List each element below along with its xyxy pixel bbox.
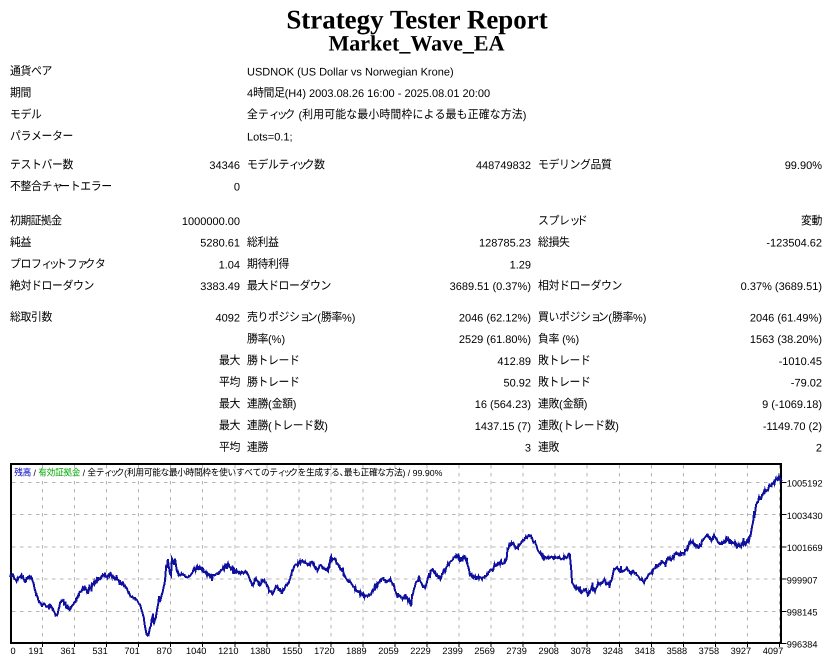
svg-text:): ) (615, 421, 619, 433)
svg-text:998145: 998145 (787, 608, 818, 618)
svg-text:3248: 3248 (603, 646, 623, 656)
svg-text:(: ( (559, 399, 563, 411)
svg-text:999907: 999907 (787, 575, 818, 585)
svg-text:1003430: 1003430 (787, 511, 823, 521)
svg-text:531: 531 (92, 646, 107, 656)
svg-text:128785.23: 128785.23 (479, 238, 531, 250)
svg-text:Lots=0.1;: Lots=0.1; (247, 131, 293, 143)
svg-text:2569: 2569 (474, 646, 494, 656)
svg-text:-1149.70 (2): -1149.70 (2) (763, 421, 822, 433)
svg-text:0: 0 (10, 646, 15, 656)
svg-text:Strategy Tester Report: Strategy Tester Report (286, 4, 547, 34)
svg-text:412.89: 412.89 (497, 356, 531, 368)
svg-text:(: ( (299, 110, 303, 122)
svg-text:3383.49: 3383.49 (200, 281, 240, 293)
svg-text:-123504.62: -123504.62 (766, 238, 822, 250)
svg-text:): ) (293, 399, 297, 411)
svg-text:1563 (38.20%): 1563 (38.20%) (750, 334, 822, 346)
svg-text:996384: 996384 (787, 640, 818, 650)
svg-text:9 (-1069.18): 9 (-1069.18) (762, 399, 822, 411)
svg-text:3689.51 (0.37%): 3689.51 (0.37%) (450, 281, 531, 293)
svg-text:1380: 1380 (250, 646, 270, 656)
svg-text:1.29: 1.29 (510, 259, 531, 271)
svg-text:) / 99.90%: ) / 99.90% (402, 469, 442, 479)
svg-text:0.37% (3689.51): 0.37% (3689.51) (741, 281, 822, 293)
svg-text:1437.15 (7): 1437.15 (7) (475, 421, 531, 433)
svg-text:870: 870 (157, 646, 172, 656)
svg-text:701: 701 (124, 646, 139, 656)
svg-text:4097: 4097 (763, 646, 783, 656)
svg-text:): ) (523, 110, 527, 122)
svg-text:(: ( (124, 469, 127, 479)
svg-text:3: 3 (525, 443, 531, 455)
svg-text:2908: 2908 (538, 646, 558, 656)
svg-text:): ) (324, 421, 328, 433)
svg-text:3078: 3078 (570, 646, 590, 656)
svg-text:99.90%: 99.90% (785, 160, 823, 172)
svg-text:2399: 2399 (442, 646, 462, 656)
svg-text:-1010.45: -1010.45 (779, 356, 822, 368)
svg-text:2229: 2229 (410, 646, 430, 656)
svg-text:2529 (61.80%): 2529 (61.80%) (459, 334, 531, 346)
svg-text:%): %) (342, 312, 355, 324)
svg-text:/: / (83, 469, 86, 479)
svg-text:(: ( (608, 312, 612, 324)
svg-text:448749832: 448749832 (476, 160, 531, 172)
svg-text:1000000.00: 1000000.00 (182, 216, 240, 228)
svg-text:50.92: 50.92 (503, 377, 531, 389)
svg-text:1720: 1720 (314, 646, 334, 656)
svg-text:1210: 1210 (218, 646, 238, 656)
svg-text:2: 2 (816, 443, 822, 455)
svg-text:4: 4 (247, 88, 253, 100)
svg-text:2046 (62.12%): 2046 (62.12%) (459, 312, 531, 324)
svg-text:1040: 1040 (186, 646, 206, 656)
svg-text:(H4) 2003.08.26 16:00 - 2025.0: (H4) 2003.08.26 16:00 - 2025.08.01 20:00 (285, 88, 491, 100)
svg-text:(: ( (317, 312, 321, 324)
svg-text:191: 191 (28, 646, 43, 656)
svg-text:361: 361 (60, 646, 75, 656)
svg-text:16 (564.23): 16 (564.23) (475, 399, 531, 411)
svg-text:/: / (34, 469, 37, 479)
svg-text:4092: 4092 (216, 312, 240, 324)
svg-text:(: ( (268, 421, 272, 433)
svg-text:1550: 1550 (282, 646, 302, 656)
svg-text:): ) (584, 399, 588, 411)
svg-text:34346: 34346 (209, 160, 240, 172)
svg-text:0: 0 (234, 182, 240, 194)
svg-text:(: ( (268, 399, 272, 411)
svg-text:3418: 3418 (635, 646, 655, 656)
svg-text:1001669: 1001669 (787, 543, 823, 553)
svg-text:-79.02: -79.02 (791, 377, 822, 389)
svg-text:3927: 3927 (731, 646, 751, 656)
svg-text:3758: 3758 (699, 646, 719, 656)
svg-text:5280.61: 5280.61 (200, 238, 240, 250)
svg-text:1889: 1889 (346, 646, 366, 656)
svg-text:2059: 2059 (378, 646, 398, 656)
svg-text:2739: 2739 (506, 646, 526, 656)
svg-text:(%): (%) (562, 334, 579, 346)
svg-text:(%): (%) (268, 334, 285, 346)
svg-text:2046 (61.49%): 2046 (61.49%) (750, 312, 822, 324)
svg-text:1.04: 1.04 (219, 259, 240, 271)
svg-text:Market_Wave_EA: Market_Wave_EA (329, 30, 505, 55)
svg-text:3588: 3588 (667, 646, 687, 656)
svg-text:(: ( (559, 421, 563, 433)
svg-text:USDNOK (US Dollar vs Norwegian: USDNOK (US Dollar vs Norwegian Krone) (247, 66, 454, 78)
svg-text:1005192: 1005192 (787, 479, 823, 489)
svg-text:%): %) (633, 312, 646, 324)
